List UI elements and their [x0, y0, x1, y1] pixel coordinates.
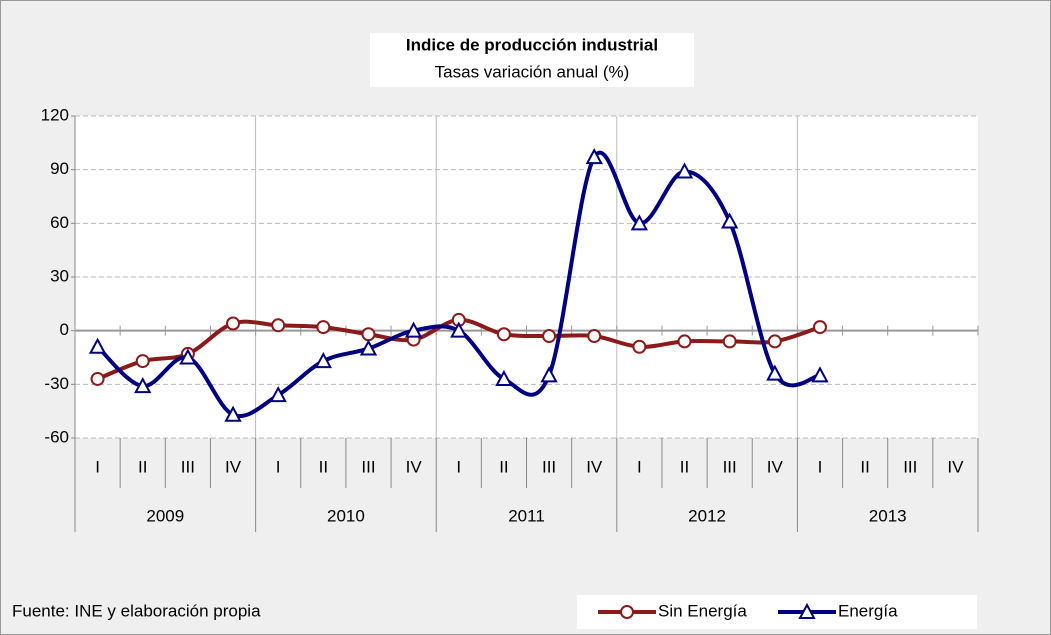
y-tick-label: -30	[44, 374, 69, 393]
data-point	[542, 329, 557, 344]
x-tick-label: III	[181, 457, 195, 476]
data-point	[359, 339, 378, 356]
x-tick-label: I	[637, 457, 642, 476]
group-label: 2012	[688, 506, 726, 525]
x-tick-label: III	[723, 457, 737, 476]
data-point	[632, 339, 647, 354]
y-tick-label: 60	[50, 213, 69, 232]
x-tick-label: III	[361, 457, 375, 476]
chart-subtitle: Tasas variación anual (%)	[435, 62, 630, 81]
data-point	[811, 366, 829, 383]
data-point	[677, 334, 692, 349]
data-point	[316, 320, 331, 335]
title-box	[370, 33, 694, 87]
data-point	[587, 329, 602, 344]
data-point	[271, 318, 286, 333]
legend-marker	[620, 605, 634, 619]
y-tick-label: 90	[50, 159, 69, 178]
legend-marker	[798, 602, 816, 619]
x-tick-label: II	[138, 457, 147, 476]
x-tick-label: IV	[947, 457, 964, 476]
data-point	[585, 148, 603, 165]
source: Fuente: INE y elaboración propia	[12, 601, 261, 620]
x-tick-label: IV	[767, 457, 784, 476]
x-tick-label: I	[276, 457, 281, 476]
x-tick-label: I	[818, 457, 823, 476]
data-point	[134, 377, 152, 394]
x-tick-label: II	[319, 457, 328, 476]
y-tick-label: 0	[60, 320, 69, 339]
data-point	[766, 364, 784, 381]
x-tick-label: IV	[406, 457, 423, 476]
group-label: 2011	[508, 506, 545, 525]
data-point	[496, 327, 511, 342]
data-point	[88, 337, 107, 354]
data-point	[135, 354, 150, 369]
group-label: 2010	[327, 506, 365, 525]
data-point	[226, 316, 241, 331]
legend-label: Energía	[838, 601, 898, 620]
data-point	[361, 327, 376, 342]
data-point	[404, 321, 423, 338]
x-tick-label: II	[680, 457, 689, 476]
data-point	[90, 371, 105, 386]
data-point	[767, 334, 782, 349]
data-point	[675, 162, 694, 179]
y-tick-label: -60	[44, 427, 69, 446]
data-point	[495, 369, 513, 386]
y-tick-label: 120	[41, 105, 69, 124]
data-point	[314, 351, 332, 369]
group-label: 2009	[146, 506, 184, 525]
x-tick-label: III	[903, 457, 917, 476]
x-tick-label: II	[860, 457, 869, 476]
x-tick-label: IV	[586, 457, 603, 476]
data-point	[540, 366, 558, 383]
data-point	[722, 334, 737, 349]
data-point	[179, 348, 197, 365]
chart-title: Indice de producción industrial	[406, 35, 658, 54]
group-label: 2013	[869, 506, 907, 525]
data-point	[721, 212, 739, 229]
data-point	[450, 321, 468, 338]
data-point	[812, 320, 827, 335]
x-tick-label: III	[542, 457, 556, 476]
x-tick-label: IV	[225, 457, 242, 476]
x-tick-label: II	[499, 457, 508, 476]
x-tick-label: I	[456, 457, 461, 476]
data-point	[269, 385, 287, 403]
y-tick-label: 30	[50, 266, 69, 285]
x-tick-label: I	[95, 457, 100, 476]
data-point	[224, 405, 242, 422]
data-point	[630, 214, 649, 231]
legend-label: Sin Energía	[658, 601, 747, 620]
